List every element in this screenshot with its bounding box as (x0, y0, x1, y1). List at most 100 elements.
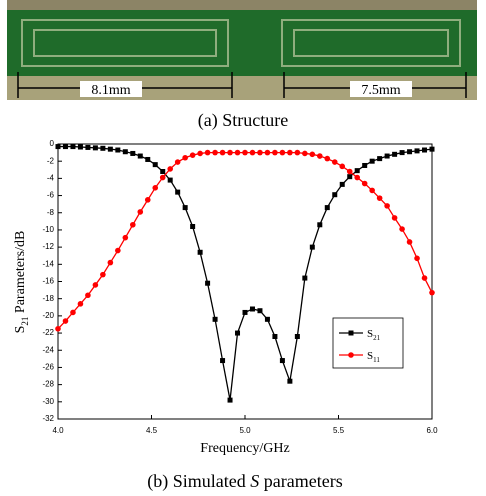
caption: (a) Structure (198, 110, 288, 131)
plot-frame (58, 144, 432, 419)
marker (265, 150, 271, 156)
marker (280, 358, 285, 363)
marker (108, 260, 114, 266)
marker (242, 150, 248, 156)
marker (175, 159, 181, 165)
y-label-part: Parameters/dB (13, 231, 28, 317)
marker (422, 148, 427, 153)
series (55, 150, 435, 332)
marker (347, 169, 353, 175)
marker (145, 197, 151, 203)
marker (370, 159, 375, 164)
marker (310, 152, 316, 158)
y-tick-label: -28 (42, 380, 54, 389)
marker (295, 150, 301, 156)
marker (250, 307, 255, 312)
x-tick-label: 6.0 (426, 426, 438, 435)
y-tick-label: -30 (42, 397, 54, 406)
marker (130, 222, 136, 228)
marker (310, 245, 315, 250)
marker (205, 150, 211, 156)
marker (385, 154, 390, 159)
marker (175, 190, 180, 195)
marker (198, 250, 203, 255)
marker (272, 150, 278, 156)
marker (325, 205, 330, 210)
marker (369, 188, 375, 194)
marker (362, 181, 368, 187)
marker (227, 150, 233, 156)
marker (349, 331, 354, 336)
y-tick-label: 0 (50, 139, 55, 148)
marker (339, 164, 345, 170)
y-label-part: S (13, 326, 28, 334)
marker (190, 224, 195, 229)
x-tick-label: 4.5 (146, 426, 158, 435)
y-label-part: 21 (20, 317, 30, 326)
marker (287, 150, 293, 156)
marker (407, 149, 412, 154)
marker (430, 147, 435, 152)
marker (392, 215, 398, 221)
marker (235, 331, 240, 336)
marker (317, 222, 322, 227)
y-tick-label: -2 (47, 156, 55, 165)
marker (235, 150, 241, 156)
marker (212, 150, 218, 156)
marker (137, 209, 143, 215)
structure-image: 8.1mm 7.5mm (7, 0, 477, 100)
marker (152, 185, 158, 191)
marker (220, 358, 225, 363)
caption-part: (b) Simulated (147, 471, 250, 492)
marker (257, 308, 262, 313)
marker (160, 175, 166, 181)
figure: 8.1mm 7.5mm (a) Structure (b) Simulated … (0, 0, 486, 496)
x-tick-label: 5.5 (333, 426, 345, 435)
marker (108, 147, 113, 152)
dimension-label: 8.1mm (91, 83, 130, 98)
marker (302, 276, 307, 281)
marker (160, 169, 165, 174)
marker (138, 154, 143, 159)
marker (93, 282, 99, 288)
marker (145, 157, 150, 162)
marker (243, 310, 248, 315)
marker (100, 272, 106, 278)
marker (213, 317, 218, 322)
y-tick-label: -22 (42, 328, 54, 337)
marker (355, 168, 360, 173)
marker (93, 145, 98, 150)
caption: (b) Simulated S parameters (147, 471, 342, 492)
caption-part: S (250, 471, 259, 491)
marker (167, 166, 173, 172)
marker (115, 148, 120, 153)
x-tick-label: 5.0 (239, 426, 251, 435)
marker (70, 310, 76, 316)
marker (100, 146, 105, 151)
marker (407, 239, 413, 245)
x-tick-label: 4.0 (52, 426, 64, 435)
marker (63, 144, 68, 149)
marker (123, 235, 129, 241)
marker (56, 144, 61, 149)
marker (287, 379, 292, 384)
marker (220, 150, 226, 156)
marker (392, 152, 397, 157)
marker (257, 150, 263, 156)
marker (377, 156, 382, 161)
marker (123, 149, 128, 154)
series-line (58, 153, 432, 329)
marker (55, 326, 61, 332)
marker (295, 334, 300, 339)
marker (422, 275, 428, 281)
marker (280, 150, 286, 156)
y-tick-label: -12 (42, 242, 54, 251)
marker (265, 317, 270, 322)
marker (197, 151, 203, 157)
marker (429, 290, 435, 296)
y-tick-label: -26 (42, 363, 54, 372)
y-tick-label: -16 (42, 277, 54, 286)
marker (317, 153, 323, 159)
dimension-label: 7.5mm (361, 83, 400, 98)
marker (324, 156, 330, 162)
